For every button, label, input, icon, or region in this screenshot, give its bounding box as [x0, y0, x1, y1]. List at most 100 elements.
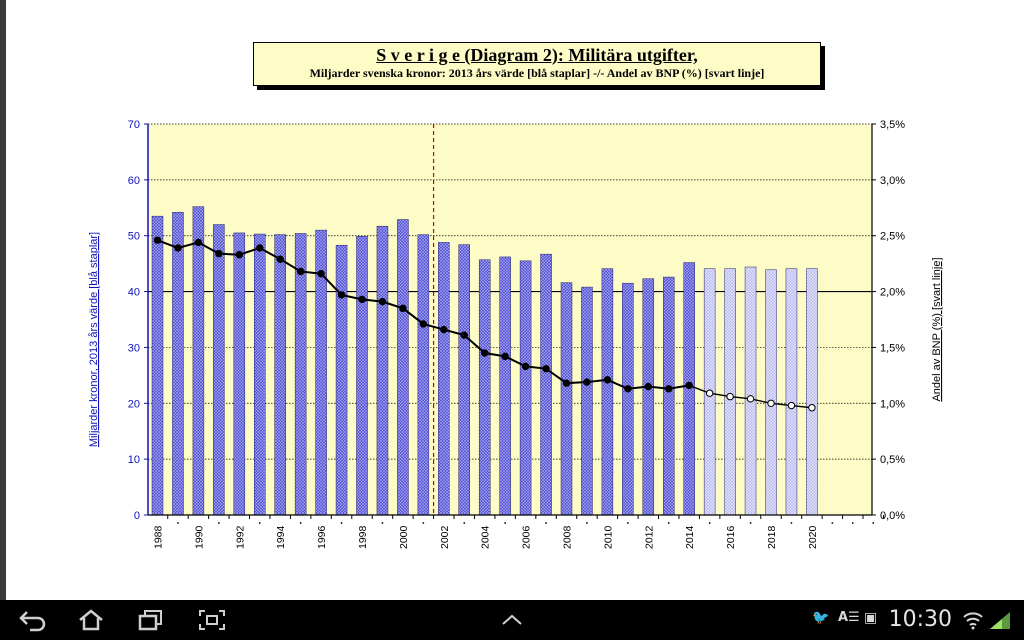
x-minor-mark — [872, 522, 875, 524]
bar — [376, 225, 389, 516]
x-minor-mark — [749, 522, 752, 524]
right-tick-label: 0,0% — [880, 510, 905, 522]
bar — [642, 278, 655, 516]
signal-icon — [990, 612, 1010, 629]
x-tick-label: 2002 — [439, 525, 451, 549]
bar — [458, 244, 470, 516]
bar — [785, 268, 798, 516]
x-tick-label: 1996 — [316, 525, 328, 549]
x-minor-mark — [422, 522, 425, 524]
line-point — [665, 385, 673, 393]
line-point — [746, 395, 755, 403]
x-tick-label: 2000 — [398, 525, 410, 549]
right-tick-label: 2,5% — [880, 231, 905, 243]
chevron-up-icon[interactable] — [498, 608, 526, 632]
line-point — [337, 291, 346, 299]
line-point — [460, 331, 468, 339]
bar — [254, 233, 266, 516]
x-minor-mark — [626, 522, 629, 524]
line-point — [562, 379, 571, 387]
bar — [519, 260, 532, 516]
right-tick-label: 2,0% — [880, 287, 905, 299]
x-minor-mark — [504, 522, 507, 524]
x-minor-mark — [851, 522, 854, 524]
bar — [172, 212, 184, 516]
x-tick-label: 2014 — [684, 525, 696, 549]
line-point — [603, 376, 612, 384]
x-tick-label: 2008 — [562, 525, 574, 549]
chart-title: S v e r i g e (Diagram 2): Militära utgi… — [376, 45, 698, 65]
status-clock: 10:30 — [888, 607, 952, 632]
line-point — [399, 304, 407, 313]
line-point — [726, 392, 734, 401]
line-point — [174, 244, 182, 252]
system-nav-bar: 🐦 A☰ ▣ 10:30 — [0, 600, 1024, 640]
bar — [601, 268, 614, 516]
x-minor-mark — [177, 522, 179, 524]
bar — [499, 256, 511, 516]
x-minor-mark — [258, 522, 261, 524]
x-minor-mark — [667, 522, 670, 524]
line-point — [583, 378, 591, 386]
x-tick-label: 1994 — [275, 525, 287, 549]
twitter-icon: 🐦 — [812, 610, 830, 626]
chart-title-box: S v e r i g e (Diagram 2): Militära utgi… — [253, 42, 821, 86]
line-point — [624, 385, 632, 393]
bar — [581, 286, 593, 516]
line-point — [644, 382, 652, 391]
bar — [806, 268, 818, 516]
line-point — [378, 297, 387, 306]
line-point — [808, 404, 816, 412]
bag-icon: ▣ — [864, 610, 878, 626]
x-tick-label: 2004 — [480, 525, 492, 549]
x-tick-label: 2012 — [643, 525, 655, 549]
bar — [438, 242, 450, 516]
line-point — [542, 364, 550, 373]
x-minor-mark — [217, 522, 220, 524]
bar — [151, 215, 164, 516]
screenshot-icon[interactable] — [197, 608, 227, 632]
line-point — [481, 349, 489, 357]
x-minor-mark — [708, 522, 711, 524]
right-tick-label: 0,5% — [880, 454, 905, 466]
bar — [663, 276, 675, 516]
line-point — [705, 389, 714, 397]
line-point — [194, 238, 203, 247]
left-tick-label: 50 — [128, 231, 140, 243]
wifi-icon — [963, 612, 983, 630]
home-icon[interactable] — [76, 608, 106, 632]
line-point — [276, 255, 284, 263]
line-point — [787, 401, 796, 410]
y2-axis-label: Andel av BNP (%) [svart linje] — [931, 257, 943, 401]
x-minor-mark — [463, 522, 466, 524]
right-tick-label: 3,0% — [880, 175, 905, 187]
recent-apps-icon[interactable] — [136, 608, 166, 632]
line-point — [256, 244, 264, 252]
left-tick-label: 20 — [128, 398, 140, 410]
window-edge — [0, 0, 6, 600]
left-tick-label: 60 — [128, 175, 140, 187]
x-tick-label: 2010 — [602, 525, 614, 549]
bar — [724, 268, 736, 516]
x-tick-label: 2018 — [766, 525, 778, 549]
x-tick-label: 2016 — [725, 525, 737, 549]
bar — [294, 233, 307, 516]
bar — [478, 259, 491, 516]
x-minor-mark — [340, 522, 343, 524]
back-arrow-icon[interactable] — [16, 608, 48, 632]
line-point — [501, 352, 509, 361]
right-tick-label: 1,0% — [880, 398, 905, 410]
bar — [233, 232, 246, 516]
bar — [397, 219, 409, 516]
x-minor-mark — [545, 522, 547, 524]
x-tick-label: 2020 — [807, 525, 819, 549]
left-tick-label: 70 — [128, 119, 140, 131]
bar — [213, 224, 225, 516]
bar — [744, 266, 757, 516]
chart: 0 10 20 30 40 50 60 70 0,0% 0,5% 1,0% 1,5% 2,0% 2,5% 3… — [88, 119, 943, 549]
y-axis-label: Miljarder kronor, 2013 års värde [blå st… — [88, 232, 100, 447]
x-minor-mark — [586, 522, 588, 524]
bar — [274, 234, 286, 516]
x-tick-label: 1992 — [234, 525, 246, 549]
x-tick-label: 1990 — [193, 525, 205, 549]
